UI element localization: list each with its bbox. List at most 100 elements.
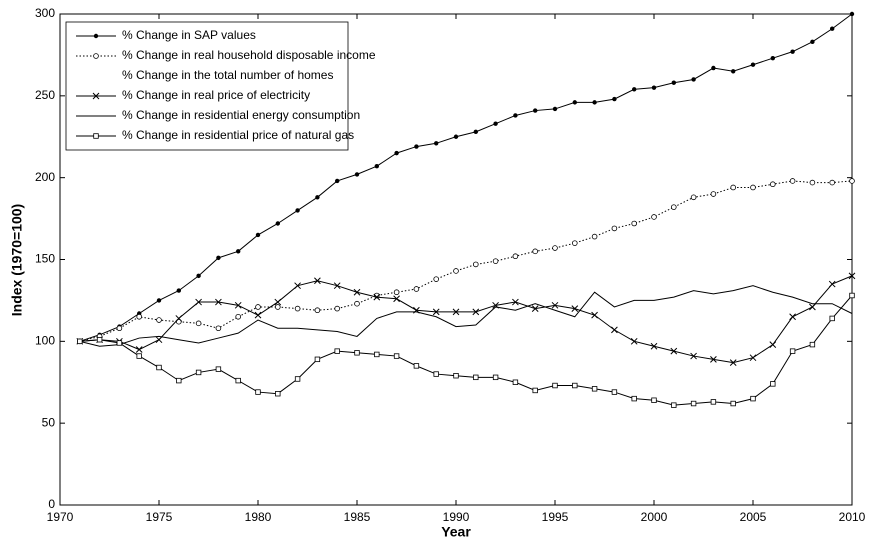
marker <box>453 134 459 139</box>
legend-label: % Change in the total number of homes <box>122 68 333 82</box>
marker <box>671 402 677 408</box>
y-tick-label: 250 <box>35 88 55 102</box>
y-tick-label: 300 <box>35 6 55 20</box>
marker <box>670 204 677 210</box>
marker <box>255 304 261 310</box>
marker <box>710 191 717 197</box>
marker <box>769 181 776 188</box>
marker <box>473 129 478 135</box>
marker <box>493 121 498 126</box>
marker <box>394 150 399 156</box>
x-tick-label: 1985 <box>344 510 371 524</box>
legend-label: % Change in real price of electricity <box>122 88 310 102</box>
marker <box>374 164 379 169</box>
marker <box>195 320 202 327</box>
y-tick-label: 100 <box>35 334 55 348</box>
marker <box>452 308 460 316</box>
legend-box <box>65 21 349 151</box>
marker <box>848 272 856 280</box>
marker <box>552 106 558 112</box>
marker <box>849 178 855 184</box>
marker <box>235 377 241 384</box>
marker <box>651 85 657 90</box>
marker <box>572 100 577 105</box>
marker <box>492 374 499 381</box>
marker <box>295 208 300 213</box>
marker <box>333 282 341 290</box>
marker <box>631 395 637 402</box>
marker <box>275 221 280 226</box>
marker <box>373 293 381 301</box>
y-tick-label: 150 <box>35 252 55 266</box>
marker <box>274 298 282 306</box>
marker <box>235 313 242 320</box>
marker <box>592 100 597 105</box>
marker <box>274 304 281 310</box>
marker <box>136 353 142 359</box>
marker <box>354 300 360 307</box>
marker <box>234 301 242 309</box>
marker <box>729 359 737 366</box>
marker <box>533 108 538 113</box>
marker <box>116 325 123 332</box>
series-line <box>79 295 853 406</box>
marker <box>156 298 162 303</box>
marker <box>314 356 321 363</box>
marker <box>770 381 776 387</box>
series-line <box>79 275 853 364</box>
marker <box>612 96 617 102</box>
marker <box>789 348 796 354</box>
marker <box>255 232 261 238</box>
marker <box>571 305 579 312</box>
marker <box>571 240 578 246</box>
marker <box>810 39 815 45</box>
marker <box>551 301 559 309</box>
marker <box>136 313 143 320</box>
marker <box>77 338 83 345</box>
x-tick-label: 2005 <box>740 510 767 524</box>
series-line <box>79 13 853 342</box>
y-axis-title: Index (1970=100) <box>9 204 25 316</box>
legend-marker <box>93 33 99 39</box>
marker <box>195 369 202 376</box>
x-tick-label: 1980 <box>245 510 272 524</box>
marker <box>215 366 222 372</box>
marker <box>690 400 697 407</box>
marker <box>315 195 320 200</box>
marker <box>135 346 143 353</box>
marker <box>196 273 201 279</box>
legend-label: % Change in residential price of natural… <box>122 128 354 142</box>
marker <box>175 315 183 322</box>
marker <box>670 347 678 355</box>
y-tick-label: 0 <box>48 497 55 511</box>
marker <box>770 55 775 61</box>
marker <box>731 69 736 74</box>
marker <box>432 308 440 316</box>
marker <box>651 214 657 220</box>
marker <box>512 298 519 306</box>
marker <box>690 352 697 360</box>
marker <box>809 179 816 186</box>
marker <box>829 315 835 322</box>
marker <box>671 80 676 85</box>
marker <box>155 336 163 344</box>
marker <box>374 351 380 358</box>
marker <box>116 340 123 346</box>
marker <box>294 282 301 290</box>
marker <box>294 305 301 312</box>
marker <box>611 389 618 395</box>
marker <box>750 184 756 191</box>
x-tick-label: 2010 <box>839 510 866 524</box>
marker <box>335 178 340 184</box>
marker <box>255 389 261 395</box>
marker <box>156 317 162 323</box>
marker <box>254 311 262 319</box>
marker <box>690 194 697 201</box>
marker <box>156 364 162 371</box>
marker <box>393 289 400 296</box>
marker <box>314 277 321 285</box>
marker <box>750 395 756 402</box>
marker <box>236 249 241 254</box>
marker <box>294 376 301 382</box>
